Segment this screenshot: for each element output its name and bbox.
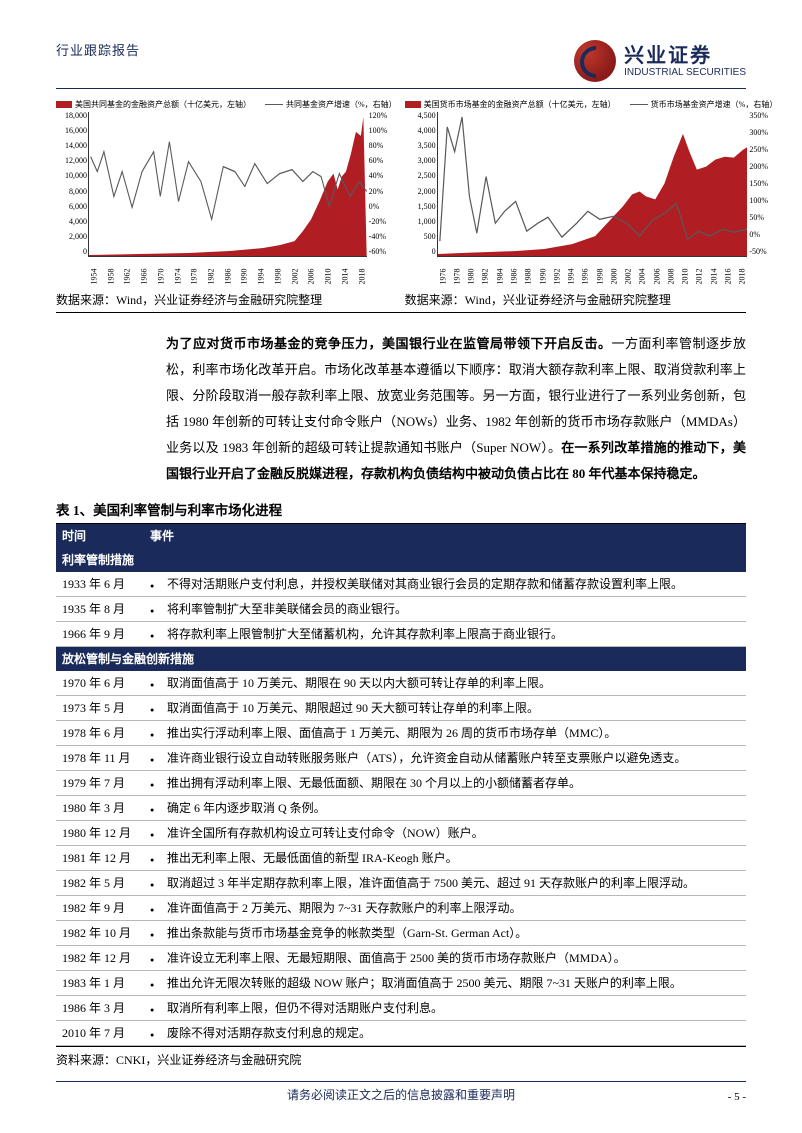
chart2-y-right: 350%300%250%200%150%100%50%0%-50% bbox=[749, 112, 775, 256]
page-footer: 请务必阅读正文之后的信息披露和重要声明 - 5 - bbox=[56, 1081, 746, 1103]
sep-line-1 bbox=[56, 312, 746, 313]
chart1-svg bbox=[89, 112, 367, 256]
table-row: 1983 年 1 月● 推出允许无限次转账的超级 NOW 账户；取消面值高于 2… bbox=[56, 971, 746, 996]
charts-row: 美国共同基金的金融资产总额（十亿美元，左轴） 共同基金资产增速（%，右轴） 18… bbox=[56, 99, 746, 308]
chart2-area: 4,5004,0003,5003,0002,5002,0001,5001,000… bbox=[437, 112, 748, 257]
chart1-legend-1: 美国共同基金的金融资产总额（十亿美元，左轴） bbox=[75, 99, 251, 110]
body-lead: 为了应对货币市场基金的竞争压力，美国银行业在监管局带领下开启反击。 bbox=[166, 336, 611, 351]
page-header: 行业跟踪报告 兴业证券 INDUSTRIAL SECURITIES bbox=[56, 40, 746, 82]
logo-block: 兴业证券 INDUSTRIAL SECURITIES bbox=[574, 40, 746, 82]
table-row: 1935 年 8 月● 将利率管制扩大至非美联储会员的商业银行。 bbox=[56, 597, 746, 622]
body-paragraph: 为了应对货币市场基金的竞争压力，美国银行业在监管局带领下开启反击。一方面利率管制… bbox=[166, 331, 746, 487]
chart2-x-axis: 1976197819801982198419861988199019921994… bbox=[438, 275, 748, 284]
logo-cn: 兴业证券 bbox=[624, 45, 746, 67]
table-row: 1973 年 5 月● 取消面值高于 10 万美元、期限超过 90 天大额可转让… bbox=[56, 696, 746, 721]
table-row: 1966 年 9 月● 将存款利率上限管制扩大至储蓄机构，允许其存款利率上限高于… bbox=[56, 622, 746, 647]
chart1-legend: 美国共同基金的金融资产总额（十亿美元，左轴） 共同基金资产增速（%，右轴） bbox=[56, 99, 397, 110]
chart1-area: 18,00016,00014,00012,00010,0008,0006,000… bbox=[88, 112, 367, 257]
table-row: 1982 年 5 月● 取消超过 3 年半定期存款利率上限，准许面值高于 750… bbox=[56, 871, 746, 896]
table-section-1: 利率管制措施 bbox=[56, 548, 746, 572]
logo-en: INDUSTRIAL SECURITIES bbox=[624, 67, 746, 78]
swatch-icon bbox=[405, 101, 421, 108]
line-icon bbox=[265, 104, 283, 105]
table-row: 1980 年 3 月● 确定 6 年内逐步取消 Q 条例。 bbox=[56, 796, 746, 821]
chart1-y-left: 18,00016,00014,00012,00010,0008,0006,000… bbox=[59, 112, 87, 256]
chart1-source: 数据来源：Wind，兴业证券经济与金融研究院整理 bbox=[56, 291, 397, 308]
chart2-legend-1: 美国货币市场基金的金融资产总额（十亿美元，左轴） bbox=[424, 99, 616, 110]
chart2-source: 数据来源：Wind，兴业证券经济与金融研究院整理 bbox=[405, 291, 778, 308]
table-rows-2: 1970 年 6 月● 取消面值高于 10 万美元、期限在 90 天以内大额可转… bbox=[56, 671, 746, 1046]
table-row: 1979 年 7 月● 推出拥有浮动利率上限、无最低面额、期限在 30 个月以上… bbox=[56, 771, 746, 796]
table-source: 资料来源：CNKI，兴业证券经济与金融研究院 bbox=[56, 1051, 746, 1068]
chart2-legend-2: 货币市场基金资产增速（%，右轴） bbox=[651, 99, 778, 110]
page-number: - 5 - bbox=[728, 1091, 746, 1103]
table-row: 1986 年 3 月● 取消所有利率上限，但仍不得对活期账户支付利息。 bbox=[56, 996, 746, 1021]
table-row: 1978 年 11 月● 准许商业银行设立自动转账服务账户（ATS），允许资金自… bbox=[56, 746, 746, 771]
table-row: 1933 年 6 月● 不得对活期账户支付利息，并授权美联储对其商业银行会员的定… bbox=[56, 572, 746, 597]
logo-icon bbox=[574, 40, 616, 82]
footer-text: 请务必阅读正文之后的信息披露和重要声明 bbox=[56, 1086, 746, 1103]
footer-rule bbox=[56, 1081, 746, 1082]
chart1-x-axis: 1954195819621966197019741978198219861990… bbox=[89, 275, 367, 284]
body-mid: 一方面利率管制逐步放松，利率市场化改革开启。市场化改革基本遵循以下顺序：取消大额… bbox=[166, 336, 746, 455]
table-row: 1981 年 12 月● 推出无利率上限、无最低面值的新型 IRA-Keogh … bbox=[56, 846, 746, 871]
line-icon bbox=[630, 104, 648, 105]
chart2-svg bbox=[438, 112, 748, 256]
table-row: 1978 年 6 月● 推出实行浮动利率上限、面值高于 1 万美元、期限为 26… bbox=[56, 721, 746, 746]
chart1-y-right: 120%100%80%60%40%20%0%-20%-40%-60% bbox=[369, 112, 395, 256]
logo-text: 兴业证券 INDUSTRIAL SECURITIES bbox=[624, 45, 746, 78]
rate-table: 时间事件 利率管制措施 1933 年 6 月● 不得对活期账户支付利息，并授权美… bbox=[56, 524, 746, 1046]
table-rows-1: 1933 年 6 月● 不得对活期账户支付利息，并授权美联储对其商业银行会员的定… bbox=[56, 572, 746, 647]
table-section-2: 放松管制与金融创新措施 bbox=[56, 647, 746, 672]
table-row: 1982 年 10 月● 推出条款能与货币市场基金竞争的帐款类型（Garn-St… bbox=[56, 921, 746, 946]
swatch-icon bbox=[56, 101, 72, 108]
chart1-legend-2: 共同基金资产增速（%，右轴） bbox=[286, 99, 397, 110]
table-head: 时间事件 bbox=[56, 524, 746, 548]
table-row: 2010 年 7 月● 废除不得对活期存款支付利息的规定。 bbox=[56, 1021, 746, 1046]
sep-line-3 bbox=[56, 1046, 746, 1047]
chart2-legend: 美国货币市场基金的金融资产总额（十亿美元，左轴） 货币市场基金资产增速（%，右轴… bbox=[405, 99, 778, 110]
table-row: 1982 年 12 月● 准许设立无利率上限、无最短期限、面值高于 2500 美… bbox=[56, 946, 746, 971]
chart-2: 美国货币市场基金的金融资产总额（十亿美元，左轴） 货币市场基金资产增速（%，右轴… bbox=[405, 99, 778, 308]
table-row: 1982 年 9 月● 准许面值高于 2 万美元、期限为 7~31 天存款账户的… bbox=[56, 896, 746, 921]
chart2-y-left: 4,5004,0003,5003,0002,5002,0001,5001,000… bbox=[408, 112, 436, 256]
chart-1: 美国共同基金的金融资产总额（十亿美元，左轴） 共同基金资产增速（%，右轴） 18… bbox=[56, 99, 397, 308]
doc-type-label: 行业跟踪报告 bbox=[56, 40, 140, 59]
table-row: 1970 年 6 月● 取消面值高于 10 万美元、期限在 90 天以内大额可转… bbox=[56, 671, 746, 696]
page: 行业跟踪报告 兴业证券 INDUSTRIAL SECURITIES 美国共同基金… bbox=[0, 0, 802, 1133]
table-row: 1980 年 12 月● 准许全国所有存款机构设立可转让支付命令（NOW）账户。 bbox=[56, 821, 746, 846]
header-rule bbox=[56, 88, 746, 89]
table-title: 表 1、美国利率管制与利率市场化进程 bbox=[56, 499, 746, 519]
